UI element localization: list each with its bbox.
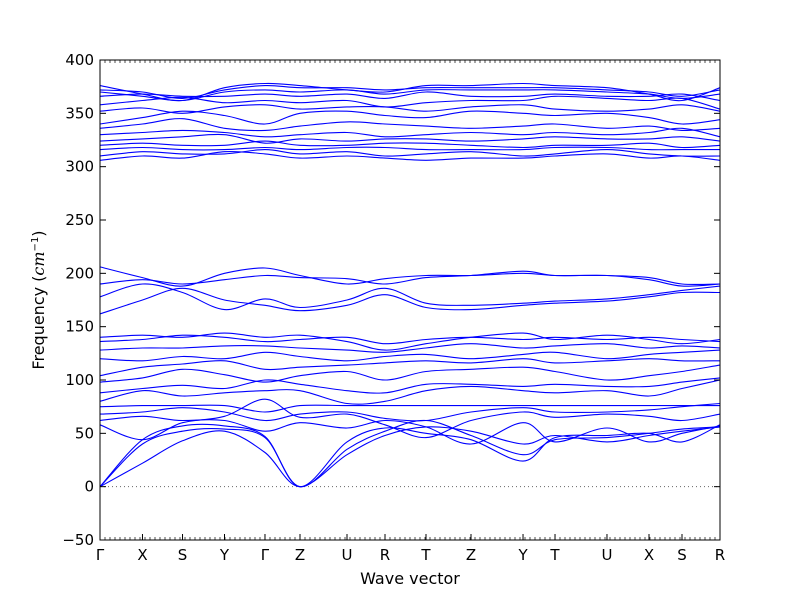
y-tick-label: 100 bbox=[65, 371, 94, 389]
band-line-11 bbox=[99, 358, 721, 377]
x-axis-title: Wave vector bbox=[360, 569, 460, 588]
band-line-6 bbox=[99, 402, 721, 422]
band-line-23 bbox=[99, 140, 721, 149]
band-line-14 bbox=[99, 334, 721, 345]
x-tick-label: Γ bbox=[96, 546, 105, 564]
x-tick-label: U bbox=[601, 546, 612, 564]
band-line-29 bbox=[99, 95, 721, 110]
band-line-17 bbox=[99, 283, 721, 311]
y-tick-labels: −50 0 50 100 150 200 250 300 350 400 bbox=[62, 51, 94, 549]
x-tick-label: T bbox=[420, 546, 431, 564]
x-tick-label: Z bbox=[295, 546, 305, 564]
band-line-22 bbox=[99, 146, 720, 151]
x-tick-label: U bbox=[342, 546, 353, 564]
band-line-15 bbox=[99, 332, 721, 351]
band-line-16 bbox=[99, 287, 721, 315]
band-line-18 bbox=[99, 270, 721, 287]
y-tick-label: 0 bbox=[84, 478, 94, 496]
band-line-28 bbox=[99, 104, 721, 114]
x-tick-label: Γ bbox=[261, 546, 270, 564]
y-axis-unit-exponent: −1 bbox=[30, 237, 41, 252]
y-axis-unit-base: cm bbox=[29, 251, 48, 275]
band-line-24 bbox=[99, 133, 721, 144]
x-tick-label: R bbox=[380, 546, 390, 564]
y-tick-label: 200 bbox=[65, 264, 94, 282]
x-tick-label: Y bbox=[219, 546, 230, 564]
x-tick-label: S bbox=[178, 546, 188, 564]
ticks-layer bbox=[99, 59, 721, 541]
x-tick-label: T bbox=[549, 546, 560, 564]
band-line-26 bbox=[99, 118, 721, 132]
y-tick-label: 150 bbox=[65, 318, 94, 336]
y-tick-label: 300 bbox=[65, 158, 94, 176]
x-tick-label: X bbox=[137, 546, 147, 564]
y-tick-label: 250 bbox=[65, 211, 94, 229]
band-line-27 bbox=[99, 110, 721, 125]
band-line-21 bbox=[99, 149, 721, 157]
band-line-20 bbox=[99, 150, 721, 161]
band-line-33 bbox=[99, 82, 721, 102]
band-line-31 bbox=[99, 89, 721, 102]
x-tick-label: Z bbox=[466, 546, 476, 564]
y-tick-label: −50 bbox=[62, 531, 94, 549]
band-line-7 bbox=[99, 404, 720, 413]
y-tick-label: 50 bbox=[75, 424, 94, 442]
band-line-25 bbox=[99, 127, 721, 138]
y-axis-title: Frequency (cm−1) bbox=[29, 230, 48, 369]
plot-frame bbox=[99, 59, 721, 541]
band-line-19 bbox=[99, 266, 721, 287]
band-line-5 bbox=[99, 398, 721, 439]
band-line-4 bbox=[99, 419, 721, 445]
y-axis-title-prefix: Frequency ( bbox=[29, 276, 48, 370]
x-tick-label: R bbox=[715, 546, 725, 564]
band-line-12 bbox=[99, 349, 721, 362]
band-line-10 bbox=[99, 364, 721, 383]
y-tick-label: 350 bbox=[65, 104, 94, 122]
x-tick-label: X bbox=[644, 546, 654, 564]
y-axis-title-suffix: ) bbox=[29, 230, 48, 236]
y-tick-label: 400 bbox=[65, 51, 94, 69]
band-line-2 bbox=[99, 419, 721, 488]
x-tick-label: Y bbox=[517, 546, 528, 564]
x-tick-label: S bbox=[677, 546, 687, 564]
band-lines-layer bbox=[99, 82, 721, 488]
band-line-9 bbox=[99, 377, 721, 394]
band-line-13 bbox=[99, 343, 721, 353]
band-line-8 bbox=[99, 379, 721, 405]
